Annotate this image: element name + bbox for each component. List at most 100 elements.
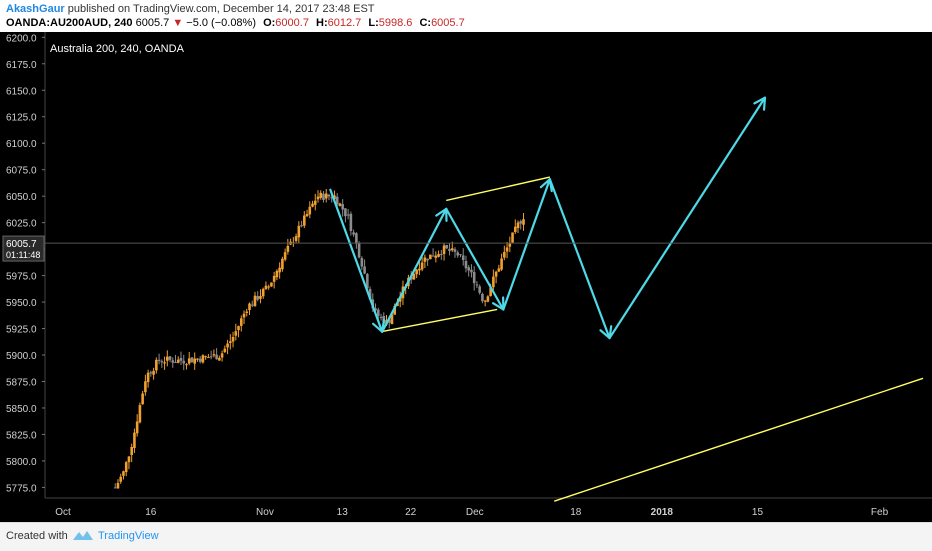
chart-title: Australia 200, 240, OANDA [50,43,185,55]
candle-body [387,319,391,323]
time-tick-label: 16 [145,507,157,518]
candle-body [426,258,429,261]
candle-body [461,255,465,261]
price-tick-label: 5825.0 [6,430,37,441]
candle-body [259,295,262,299]
candle-body [478,286,481,293]
candle-body [160,361,164,363]
candle-body [253,295,257,307]
price-chart[interactable]: 6200.0 6175.0 6150.0 6125.0 6100.0 6075.0 6050… [0,32,932,522]
candle-body [176,359,180,363]
high-label: H: [316,17,328,29]
candle-body [149,372,153,374]
price-tick-label: 5775.0 [6,483,37,494]
time-tick-label: Oct [55,507,71,518]
trend-line [554,377,924,502]
candle-body [335,196,339,205]
projection-segment [502,178,551,311]
time-tick-label: Dec [466,507,484,518]
candle-body [516,222,520,229]
price-tag-value: 6005.7 [6,239,37,250]
candle-body [456,252,460,256]
candle-body [415,269,418,275]
candle-body [459,254,462,256]
candle-body [322,193,325,200]
candle-body [261,288,265,297]
candle-body [423,257,427,262]
price-tick-label: 5875.0 [6,378,37,389]
close-label: C: [419,17,432,29]
candle-body [179,358,183,361]
candle-body [346,214,350,216]
down-arrow-icon: ▼ [172,17,184,29]
candle-body [198,358,202,362]
candle-body [349,213,353,231]
price-tick-label: 6100.0 [6,139,37,150]
candle-body [283,252,287,260]
candle-body [483,300,487,302]
candle-body [223,348,227,353]
candle-body [207,357,210,359]
projection-segment [445,207,505,311]
candle-body [256,296,260,300]
author-link[interactable]: AkashGaur [6,3,65,15]
candle-body [442,245,446,255]
time-axis[interactable]: Oct16Nov1322Dec18201815Feb12 [45,497,932,518]
candle-body [127,456,131,463]
candle-body [453,249,457,252]
candle-body [196,358,199,360]
price-tick-label: 6075.0 [6,166,37,177]
candle-body [313,200,317,205]
low-value: 5998.6 [378,17,413,29]
candle-body [393,305,397,315]
candle-body [316,196,320,200]
candle-body [352,232,355,235]
time-tick-label: 15 [752,507,764,518]
candle-body [305,214,309,217]
candle-body [440,254,443,256]
candle-body [237,326,240,331]
price-tick-label: 5800.0 [6,457,37,468]
open-label: O: [263,17,276,29]
time-tick-label: Nov [256,507,274,518]
candle-body [450,248,454,251]
candle-body [174,361,177,363]
candle-body [330,197,334,199]
candle-body [166,356,169,361]
candle-body [294,236,298,241]
candle-body [201,355,205,363]
symbol-label: OANDA:AU200AUD, 240 [6,17,133,29]
candle-body [431,255,435,257]
candle-body [204,356,207,358]
candle-body [133,432,136,449]
tradingview-logo-icon [73,531,93,540]
candle-body [122,471,125,476]
time-tick-label: 2018 [651,507,674,518]
candle-body [270,282,273,287]
candle-body [297,225,301,238]
price-tick-label: 5925.0 [6,325,37,336]
candle-body [420,262,424,270]
candle-body [374,308,377,311]
candle-body [508,243,512,247]
last-price: 6005.7 [135,17,170,29]
candles [113,188,525,489]
time-tick-label: 22 [405,507,417,518]
candle-body [379,316,383,318]
projection-segment [608,96,767,340]
candle-body [467,267,471,271]
candle-body [193,358,197,364]
created-with-label: Created with [6,530,68,542]
price-tick-label: 6050.0 [6,192,37,203]
candle-body [500,258,503,270]
close-value: 6005.7 [431,17,465,29]
trend-line [446,176,551,202]
candle-body [286,245,290,252]
tradingview-brand-link[interactable]: TradingView [98,530,159,542]
candle-body [245,311,249,313]
candle-body [376,309,380,317]
price-tag: 6005.7 01:11:48 [2,235,932,262]
trend-lines [381,176,924,502]
candle-body [124,462,128,473]
candle-body [155,359,158,371]
